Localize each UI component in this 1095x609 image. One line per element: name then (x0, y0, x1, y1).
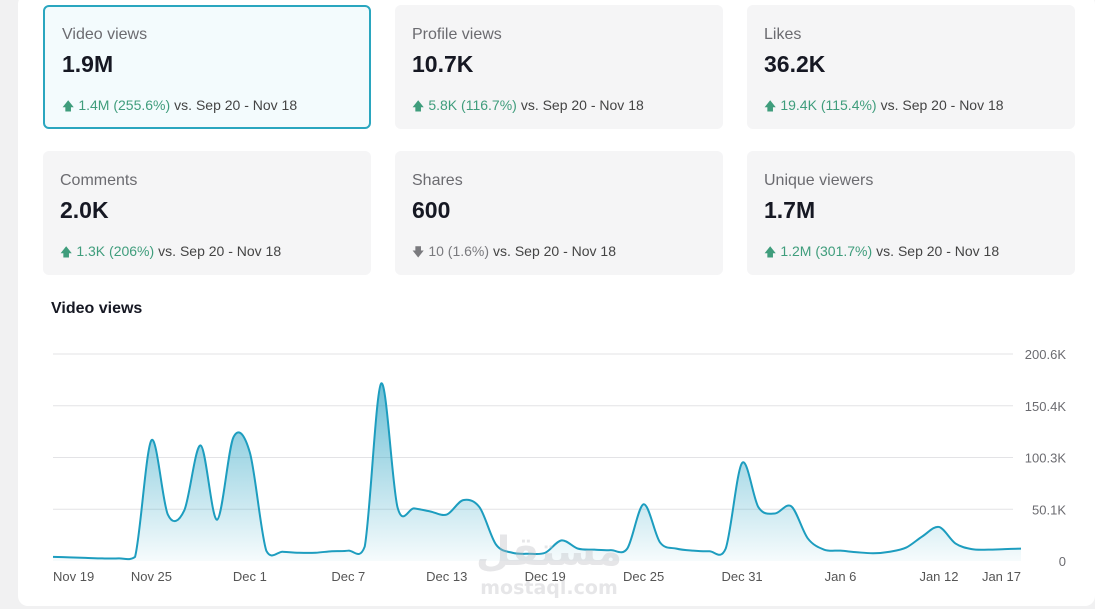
vs-label: vs. (520, 97, 539, 113)
metric-value: 10.7K (412, 51, 474, 77)
x-tick-label: Dec 25 (623, 569, 664, 584)
comparison-period: Sep 20 - Nov 18 (195, 97, 298, 113)
x-tick-label: Dec 1 (233, 569, 267, 584)
change-value: 19.4K (115.4%) (780, 97, 877, 113)
y-tick-label: 50.1K (1032, 502, 1066, 517)
metric-comparison: 🡅 5.8K (116.7%) vs. Sep 20 - Nov 18 (412, 97, 644, 118)
x-tick-label: Dec 7 (331, 569, 365, 584)
vs-label: vs. (876, 243, 895, 259)
metric-comparison: 🡇 10 (1.6%) vs. Sep 20 - Nov 18 (412, 243, 616, 264)
change-value: 1.2M (301.7%) (780, 243, 873, 259)
metric-card-video-views[interactable]: Video views 1.9M 🡅 1.4M (255.6%) vs. Sep 2… (43, 5, 371, 129)
metric-card-likes[interactable]: Likes 36.2K 🡅 19.4K (115.4%) vs. Sep 20 - … (747, 5, 1075, 129)
metric-label: Profile views (412, 26, 502, 43)
change-up: 🡅 1.4M (255.6%) (62, 97, 170, 113)
change-down: 🡇 10 (1.6%) (412, 243, 489, 259)
comparison-period: Sep 20 - Nov 18 (542, 97, 644, 113)
y-tick-label: 100.3K (1025, 451, 1067, 466)
vs-label: vs. (174, 97, 193, 113)
metric-value: 1.9M (62, 51, 114, 77)
arrow-down-icon: 🡇 (412, 245, 425, 259)
comparison-period: Sep 20 - Nov 18 (514, 243, 616, 259)
metric-card-profile-views[interactable]: Profile views 10.7K 🡅 5.8K (116.7%) vs. Se… (395, 5, 723, 129)
metric-label: Video views (62, 26, 148, 43)
metric-card-shares[interactable]: Shares 600 🡇 10 (1.6%) vs. Sep 20 - Nov 18 (395, 151, 723, 275)
x-tick-label: Nov 25 (131, 569, 172, 584)
metric-value: 600 (412, 197, 451, 223)
change-value: 10 (1.6%) (428, 243, 490, 259)
change-up: 🡅 5.8K (116.7%) (412, 97, 517, 113)
vs-label: vs. (493, 243, 511, 259)
x-axis: Nov 19 Nov 25 Dec 1 Dec 7 Dec 13 Dec 19 Dec 25… (53, 569, 1021, 584)
watermark-arabic: مستقل (476, 529, 622, 575)
x-tick-label: Jan 17 (982, 569, 1021, 584)
series-line (52, 382, 1022, 561)
arrow-up-icon: 🡅 (412, 99, 425, 113)
metric-label: Unique viewers (764, 172, 874, 189)
change-up: 🡅 19.4K (115.4%) (764, 97, 877, 113)
x-tick-label: Jan 12 (919, 569, 958, 584)
x-tick-label: Nov 19 (53, 569, 94, 584)
arrow-up-icon: 🡅 (60, 245, 73, 259)
metric-card-comments[interactable]: Comments 2.0K 🡅 1.3K (206%) vs. Sep 20 - N… (43, 151, 371, 275)
x-tick-label: Jan 6 (825, 569, 857, 584)
metric-comparison: 🡅 1.2M (301.7%) vs. Sep 20 - Nov 18 (764, 243, 999, 264)
metric-comparison: 🡅 1.3K (206%) vs. Sep 20 - Nov 18 (60, 243, 281, 264)
comparison-period: Sep 20 - Nov 18 (179, 243, 282, 259)
change-value: 1.4M (255.6%) (78, 97, 171, 113)
metric-label: Shares (412, 172, 463, 189)
y-tick-label: 0 (1059, 554, 1066, 569)
metric-value: 2.0K (60, 197, 109, 223)
metric-value: 36.2K (764, 51, 826, 77)
arrow-up-icon: 🡅 (62, 99, 75, 113)
change-up: 🡅 1.3K (206%) (60, 243, 154, 259)
y-tick-label: 200.6K (1025, 347, 1067, 362)
metric-comparison: 🡅 19.4K (115.4%) vs. Sep 20 - Nov 18 (764, 97, 1004, 118)
x-tick-label: Dec 19 (525, 569, 566, 584)
arrow-up-icon: 🡅 (764, 99, 777, 113)
change-up: 🡅 1.2M (301.7%) (764, 243, 872, 259)
metric-comparison: 🡅 1.4M (255.6%) vs. Sep 20 - Nov 18 (62, 97, 297, 118)
metric-label: Likes (764, 26, 802, 43)
vs-label: vs. (158, 243, 177, 259)
metric-card-unique-viewers[interactable]: Unique viewers 1.7M 🡅 1.2M (301.7%) vs. Se… (747, 151, 1075, 275)
change-value: 5.8K (116.7%) (428, 97, 517, 113)
arrow-up-icon: 🡅 (764, 245, 777, 259)
x-tick-label: Dec 13 (426, 569, 467, 584)
comparison-period: Sep 20 - Nov 18 (902, 97, 1004, 113)
watermark: مستقل mostaql.com (476, 529, 622, 599)
metric-value: 1.7M (764, 197, 816, 223)
change-value: 1.3K (206%) (76, 243, 155, 259)
y-tick-label: 150.4K (1025, 399, 1067, 414)
chart-title: Video views (51, 300, 143, 317)
comparison-period: Sep 20 - Nov 18 (897, 243, 1000, 259)
vs-label: vs. (880, 97, 899, 113)
series-area (53, 383, 1021, 561)
watermark-latin: mostaql.com (480, 577, 618, 599)
y-axis: 0 50.1K 100.3K 150.4K 200.6K (1025, 347, 1067, 569)
metric-label: Comments (60, 172, 138, 189)
x-tick-label: Dec 31 (721, 569, 762, 584)
